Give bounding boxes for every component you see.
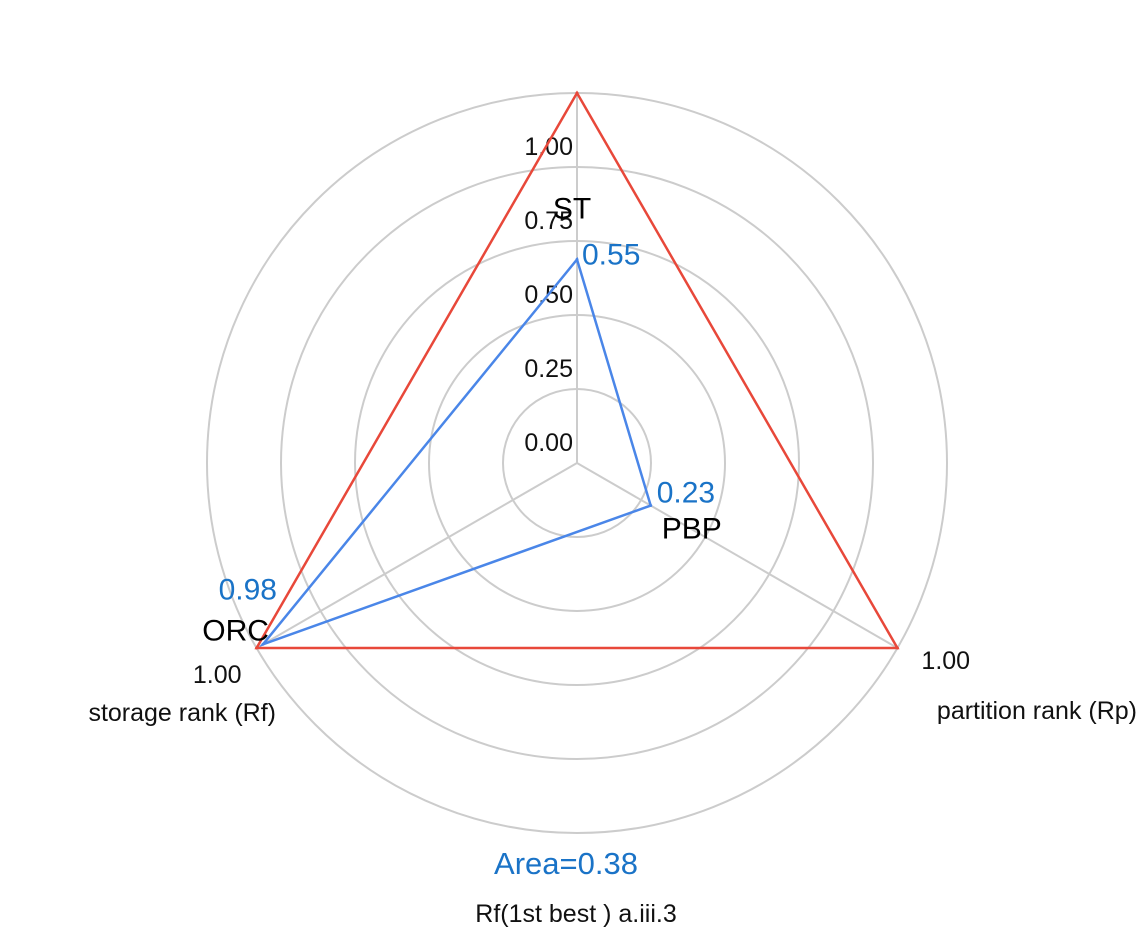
series-point-1-1 — [649, 504, 653, 508]
radial-tick-label: 0.75 — [524, 207, 573, 235]
category-label-pbp: PBP — [662, 513, 722, 546]
series-point-1-2 — [261, 642, 265, 646]
chart-caption: Rf(1st best ) a.iii.3 — [475, 900, 676, 928]
radial-tick-label: 0.25 — [524, 355, 573, 383]
radial-tick-label: 1.00 — [524, 133, 573, 161]
radial-tick-labels: 0.000.250.500.751.00 — [524, 133, 573, 457]
radar-axes — [256, 93, 898, 649]
axis-line-pbp — [576, 462, 898, 649]
axis-title-rp: partition rank (Rp) — [937, 697, 1137, 725]
area-label: Area=0.38 — [494, 846, 638, 881]
axis-end-label-rf: 1.00 — [193, 661, 242, 689]
value-label-pbp: 0.23 — [657, 477, 715, 510]
radial-tick-label: 0.00 — [524, 429, 573, 457]
series-point-0-2 — [255, 646, 259, 650]
axis-title-rf: storage rank (Rf) — [88, 699, 276, 727]
value-label-orc: 0.98 — [219, 573, 277, 606]
series-polygon-1 — [259, 256, 653, 647]
series-polygon-0 — [254, 90, 900, 650]
series-point-0-1 — [895, 646, 899, 650]
axis-line-orc — [256, 462, 578, 649]
category-label-st: ST — [553, 193, 591, 226]
value-label-st: 0.55 — [582, 239, 640, 272]
category-label-orc: ORC — [202, 614, 269, 647]
axis-end-label-rp: 1.00 — [921, 647, 970, 675]
radar-series — [254, 90, 900, 650]
series-point-1-0 — [575, 258, 579, 261]
series-point-0-0 — [575, 91, 579, 95]
